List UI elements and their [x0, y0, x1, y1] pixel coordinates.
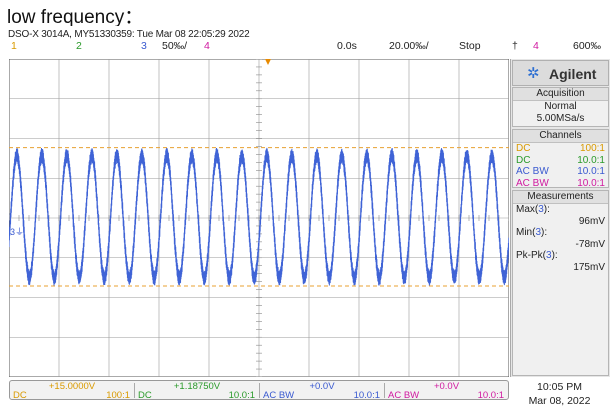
channel-1-settings[interactable]: +15.0000V DC 100:1	[13, 381, 130, 401]
channel-status-bar: 1 2 3 50‰/ 4 0.0s 20.00‰/ Stop † 4 600‰	[3, 40, 609, 52]
separator	[134, 383, 135, 398]
brand-name: Agilent	[549, 66, 597, 82]
clock: 10:05 PM Mar 08, 2022	[510, 380, 609, 408]
side-panel: ✲ Agilent Acquisition Normal 5.00MSa/s C…	[510, 59, 610, 377]
channel-settings-bar: +15.0000V DC 100:1 +1.18750V DC 10.0:1 +…	[9, 380, 509, 401]
channels-section[interactable]: Channels DC 100:1 DC 10.0:1 AC BW 10.0:1 AC…	[512, 129, 609, 189]
clock-time: 10:05 PM	[537, 381, 582, 393]
max-label: Max(3):	[516, 204, 550, 215]
channel-1-indicator[interactable]: 1	[11, 40, 17, 52]
min-label: Min(3):	[516, 227, 548, 238]
separator	[259, 383, 260, 398]
channel-2-indicator[interactable]: 2	[76, 40, 82, 52]
channel-1-row: DC 100:1	[516, 143, 605, 154]
waveform-display[interactable]: 3⏚	[9, 59, 509, 377]
trigger-icon: †	[512, 40, 518, 52]
channel-3-indicator[interactable]: 3	[141, 40, 147, 52]
channel-3-trace	[9, 147, 509, 286]
brand-logo: ✲ Agilent	[512, 60, 609, 86]
trigger-channel: 4	[533, 40, 539, 52]
channel-4-settings[interactable]: +0.0V AC BW 10.0:1	[388, 381, 504, 401]
instrument-info: DSO-X 3014A, MY51330359: Tue Mar 08 22:0…	[8, 29, 250, 40]
pkpk-value: 175mV	[573, 261, 605, 273]
caption-title: low frequency：	[7, 7, 144, 28]
run-status: Stop	[459, 40, 481, 52]
agilent-spark-icon: ✲	[527, 65, 540, 82]
min-value: -78mV	[575, 238, 605, 250]
time-delay: 0.0s	[337, 40, 357, 52]
clock-date: Mar 08, 2022	[528, 395, 591, 407]
trigger-position-marker[interactable]	[265, 59, 271, 65]
sample-rate: 5.00MSa/s	[536, 112, 585, 124]
acquisition-title: Acquisition	[513, 88, 608, 101]
channel-3-scale: 50‰/	[162, 40, 188, 52]
acquisition-section[interactable]: Acquisition Normal 5.00MSa/s	[512, 87, 609, 127]
oscilloscope-screen: DSO-X 3014A, MY51330359: Tue Mar 08 22:0…	[3, 26, 610, 407]
channel-4-row: AC BW 10.0:1	[516, 177, 605, 189]
time-scale: 20.00‰/	[389, 40, 429, 52]
measurements-title: Measurements	[513, 191, 608, 204]
pkpk-label: Pk-Pk(3):	[516, 250, 558, 261]
channel-3-row: AC BW 10.0:1	[516, 166, 605, 177]
separator	[384, 383, 385, 398]
channel-2-row: DC 10.0:1	[516, 154, 605, 166]
graticule	[9, 59, 509, 377]
acquisition-mode: Normal	[544, 101, 577, 112]
channel-2-settings[interactable]: +1.18750V DC 10.0:1	[138, 381, 255, 401]
measurements-section[interactable]: Measurements Max(3): 96mV Min(3): -78mV …	[512, 190, 609, 376]
channel-3-ground-marker[interactable]: 3⏚	[10, 227, 24, 237]
max-value: 96mV	[578, 215, 605, 227]
channel-3-settings[interactable]: +0.0V AC BW 10.0:1	[263, 381, 380, 401]
channel-4-indicator[interactable]: 4	[204, 40, 210, 52]
trigger-level: 600‰	[573, 40, 602, 52]
channels-title: Channels	[513, 130, 608, 143]
